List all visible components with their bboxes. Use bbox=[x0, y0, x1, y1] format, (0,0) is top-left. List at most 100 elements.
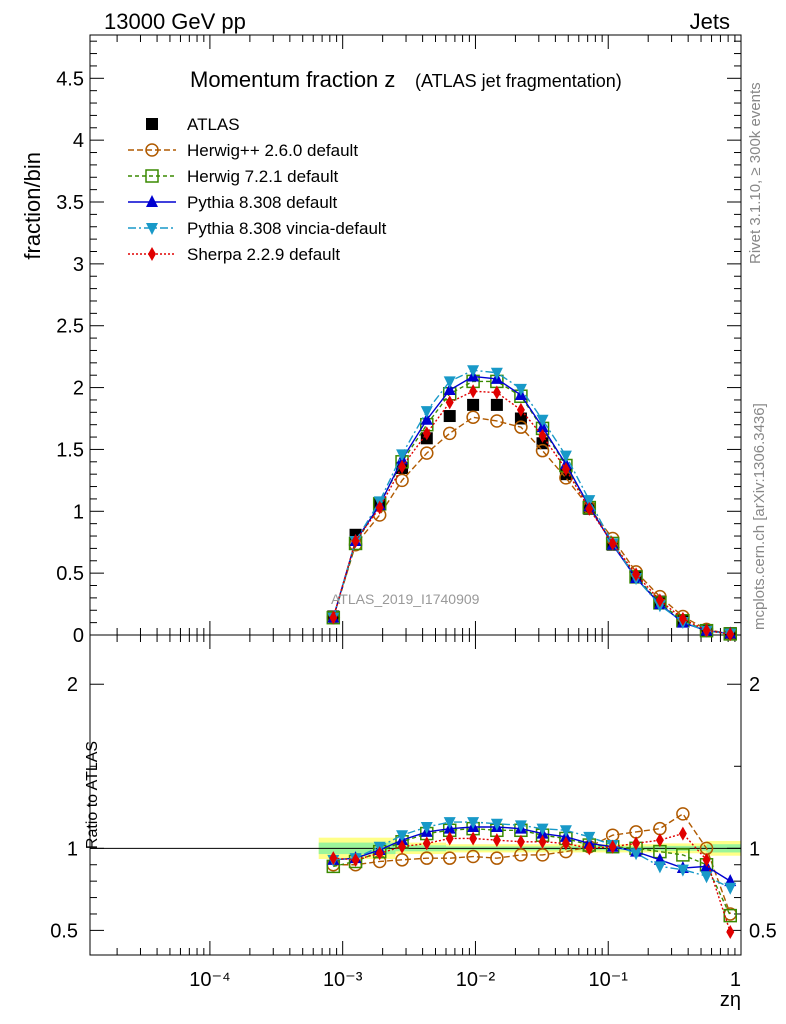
data-point bbox=[467, 398, 480, 411]
x-tick-label: 10⁻⁴ bbox=[189, 969, 230, 991]
y-tick-label-top: 2 bbox=[73, 378, 84, 400]
data-point bbox=[561, 836, 570, 851]
data-point bbox=[375, 846, 384, 861]
data-point bbox=[676, 807, 690, 821]
legend-label: Sherpa 2.2.9 default bbox=[187, 245, 340, 264]
y-tick-label-top: 1 bbox=[73, 501, 84, 523]
data-point bbox=[398, 459, 407, 474]
legend-label: ATLAS bbox=[187, 115, 240, 134]
series-herwig-2-6-0-default bbox=[326, 807, 738, 921]
data-point bbox=[469, 831, 478, 846]
chart-title-main: Momentum fraction z bbox=[190, 67, 395, 92]
legend-entry: Pythia 8.308 vincia-default bbox=[128, 219, 387, 238]
legend-label: Herwig++ 2.6.0 default bbox=[187, 141, 358, 160]
data-point bbox=[443, 383, 456, 396]
data-point bbox=[536, 823, 549, 836]
data-point bbox=[608, 536, 617, 551]
data-point bbox=[492, 833, 501, 848]
data-point bbox=[583, 495, 596, 508]
data-point bbox=[559, 825, 572, 838]
data-point bbox=[676, 848, 690, 862]
header-left: 13000 GeV pp bbox=[104, 9, 246, 34]
data-point bbox=[655, 593, 664, 608]
data-point bbox=[653, 861, 666, 874]
data-point bbox=[490, 414, 504, 428]
data-point bbox=[492, 385, 501, 400]
data-point bbox=[535, 443, 550, 458]
y-tick-label-ratio-right: 0.5 bbox=[749, 920, 777, 942]
data-point bbox=[678, 826, 687, 841]
data-point bbox=[585, 841, 594, 856]
data-point bbox=[442, 426, 457, 441]
data-point bbox=[329, 610, 338, 625]
legend-label: Pythia 8.308 default bbox=[187, 193, 338, 212]
data-point bbox=[445, 395, 454, 410]
data-point bbox=[676, 864, 689, 877]
series-line bbox=[333, 812, 731, 915]
data-point bbox=[700, 871, 713, 884]
data-point bbox=[535, 848, 550, 862]
data-point bbox=[395, 473, 409, 488]
x-tick-label: 10⁻³ bbox=[323, 969, 363, 991]
legend-marker bbox=[145, 143, 159, 157]
data-point bbox=[516, 402, 525, 417]
data-point bbox=[538, 428, 547, 443]
data-point bbox=[490, 398, 503, 411]
data-point bbox=[443, 410, 456, 423]
data-point bbox=[678, 611, 687, 626]
series-sherpa-2-2-9-default bbox=[329, 384, 735, 642]
y-tick-label-top: 0 bbox=[73, 625, 84, 647]
series-line bbox=[333, 827, 731, 916]
series-line bbox=[333, 821, 731, 889]
x-axis-label: zη bbox=[720, 989, 741, 1011]
legend-marker bbox=[145, 169, 159, 183]
data-point bbox=[420, 822, 433, 834]
legend-marker bbox=[146, 223, 158, 235]
ratio-plot-frame bbox=[89, 634, 742, 956]
data-point bbox=[420, 851, 434, 865]
y-tick-label-top: 0.5 bbox=[56, 563, 84, 585]
analysis-id-label: ATLAS_2019_I1740909 bbox=[331, 591, 480, 607]
legend-marker bbox=[148, 247, 156, 261]
legend-marker bbox=[146, 118, 158, 130]
data-point bbox=[329, 851, 338, 866]
data-point bbox=[516, 834, 525, 849]
data-point bbox=[655, 833, 664, 848]
legend-label: Pythia 8.308 vincia-default bbox=[187, 219, 387, 238]
data-point bbox=[632, 567, 641, 582]
data-point bbox=[490, 367, 503, 380]
data-point bbox=[630, 848, 643, 861]
y-tick-label-ratio: 1 bbox=[67, 838, 78, 860]
y-tick-label-top: 3.5 bbox=[56, 192, 84, 214]
data-point bbox=[514, 820, 527, 833]
ticks-layer: 0 0.5 1 1.5 2 2.5 3 3.5 4 4.5 0.5 0.5 1 1 2 2 10⁻⁴ 10⁻³ 10… bbox=[50, 35, 777, 991]
x-tick-label: 10⁻² bbox=[456, 969, 496, 991]
series-sherpa-2-2-9-default bbox=[329, 826, 735, 940]
data-point bbox=[420, 406, 433, 419]
legend-entry: Herwig 7.2.1 default bbox=[128, 167, 338, 186]
data-point bbox=[583, 831, 596, 844]
data-point bbox=[538, 834, 547, 849]
data-point bbox=[375, 500, 384, 515]
data-point bbox=[561, 462, 570, 477]
series-line bbox=[332, 369, 731, 635]
data-point bbox=[398, 839, 407, 854]
header-right: Jets bbox=[690, 9, 730, 34]
y-tick-label-top: 1.5 bbox=[56, 439, 84, 461]
data-point bbox=[469, 384, 478, 399]
y-axis-label-top: fraction/bin bbox=[20, 152, 45, 260]
data-point bbox=[442, 851, 457, 865]
y-tick-label-ratio: 0.5 bbox=[50, 920, 78, 942]
data-point bbox=[536, 414, 549, 427]
data-point bbox=[467, 365, 480, 378]
legend-label: Herwig 7.2.1 default bbox=[187, 167, 338, 186]
data-point bbox=[443, 376, 456, 389]
y-tick-label-top: 2.5 bbox=[56, 316, 84, 338]
y-tick-label-top: 4.5 bbox=[56, 68, 84, 90]
legend-marker bbox=[146, 195, 158, 207]
series-line bbox=[332, 390, 731, 635]
data-point bbox=[585, 501, 594, 516]
data-point bbox=[443, 817, 456, 830]
data-point bbox=[396, 830, 409, 843]
